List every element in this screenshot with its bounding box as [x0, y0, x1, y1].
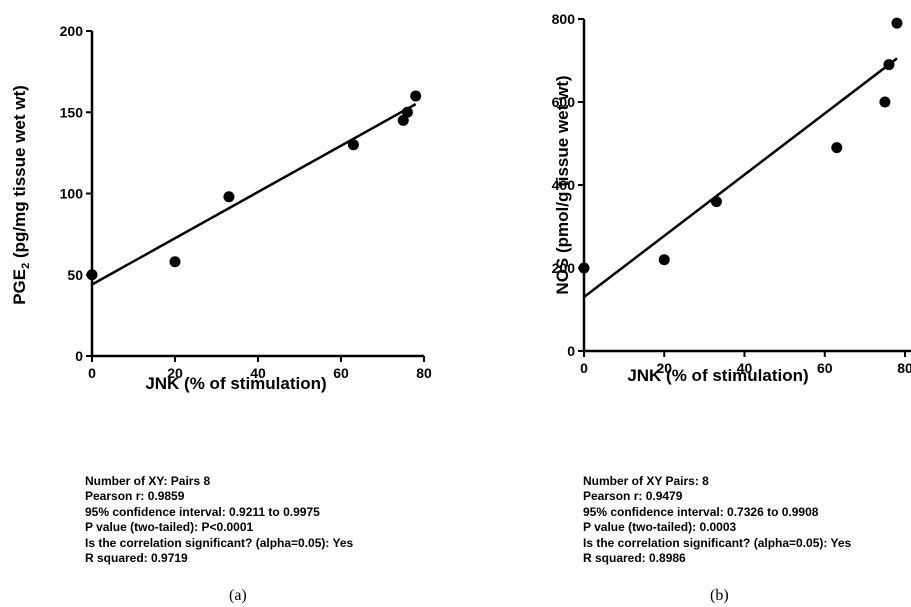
chart-a: PGE2 (pg/mg tissue wet wt) JNK (% of sti… [10, 23, 432, 393]
chart-b-y-tick-label: 800 [552, 11, 576, 27]
chart-a-y-tick-label: 0 [75, 348, 83, 364]
stats-b-line: 95% confidence interval: 0.7326 to 0.990… [583, 504, 819, 519]
chart-a-data-point [410, 90, 422, 102]
chart-b-data-point [578, 262, 590, 274]
chart-b-x-tick-label: 0 [580, 360, 588, 376]
stats-b-line: Is the correlation significant? (alpha=0… [583, 535, 852, 550]
stats-a-line: 95% confidence interval: 0.9211 to 0.997… [85, 504, 320, 519]
chart-a-y-axis-label: PGE2 (pg/mg tissue wet wt) [10, 85, 32, 305]
stats-a-line: P value (two-tailed): P<0.0001 [85, 520, 254, 535]
chart-b-x-tick-label: 80 [897, 360, 911, 376]
stats-panel-b: Number of XY Pairs: 8 Pearson r: 0.9479 … [583, 474, 851, 566]
stats-b-line: R squared: 0.8986 [583, 551, 686, 566]
stats-a-line: R squared: 0.9719 [85, 551, 188, 566]
chart-b-x-tick-label: 20 [656, 360, 672, 376]
chart-a-x-tick-label: 0 [88, 365, 96, 381]
chart-a-x-tick-label: 40 [250, 365, 266, 381]
stats-a-line: Pearson r: 0.9859 [85, 489, 185, 504]
panel-label-a: (a) [229, 587, 247, 604]
chart-b-y-tick-label: 0 [567, 343, 575, 359]
chart-a-x-tick-label: 80 [416, 365, 432, 381]
chart-b-y-axis-label: NOS (pmol/g tissue wet wt) [553, 75, 572, 294]
chart-b-x-axis-label: JNK (% of stimulation) [627, 366, 808, 385]
chart-b-data-point [883, 59, 895, 71]
chart-a-data-point [397, 114, 409, 126]
stats-a-line: Is the correlation significant? (alpha=0… [85, 535, 354, 550]
chart-a-data-point [401, 106, 413, 118]
stats-panel-a: Number of XY: Pairs 8 Pearson r: 0.9859 … [85, 474, 353, 566]
chart-a-y-tick-label: 200 [60, 23, 84, 39]
chart-b-data-point [879, 96, 891, 108]
chart-b-x-tick-label: 40 [737, 360, 753, 376]
chart-b-y-tick-label: 200 [552, 260, 576, 276]
stats-a-line: Number of XY: Pairs 8 [85, 474, 211, 488]
chart-b-x-tick-label: 60 [817, 360, 833, 376]
stats-b-line: Number of XY Pairs: 8 [583, 474, 709, 488]
chart-a-data-point [169, 256, 181, 268]
chart-a-y-tick-label: 150 [60, 104, 84, 120]
chart-b-y-tick-label: 600 [552, 94, 576, 110]
chart-b-data-point [710, 196, 722, 208]
chart-b-y-tick-label: 400 [552, 177, 576, 193]
chart-b: NOS (pmol/g tissue wet wt) JNK (% of sti… [552, 11, 911, 385]
panel-label-b: (b) [710, 587, 729, 604]
chart-a-data-point [86, 269, 98, 281]
chart-a-x-tick-label: 60 [333, 365, 349, 381]
chart-a-x-tick-label: 20 [167, 365, 183, 381]
chart-a-data-point [347, 139, 359, 151]
chart-b-data-point [891, 17, 903, 29]
stats-b-line: Pearson r: 0.9479 [583, 489, 683, 504]
chart-a-regression-line [91, 103, 417, 286]
chart-b-regression-line [583, 57, 898, 299]
chart-b-data-point [658, 254, 670, 266]
chart-a-y-tick-label: 100 [60, 186, 84, 202]
stats-b-line: P value (two-tailed): 0.0003 [583, 520, 737, 535]
chart-a-y-tick-label: 50 [67, 267, 83, 283]
chart-b-data-point [831, 142, 843, 154]
chart-a-data-point [223, 191, 235, 203]
chart-a-x-axis-label: JNK (% of stimulation) [145, 374, 326, 393]
